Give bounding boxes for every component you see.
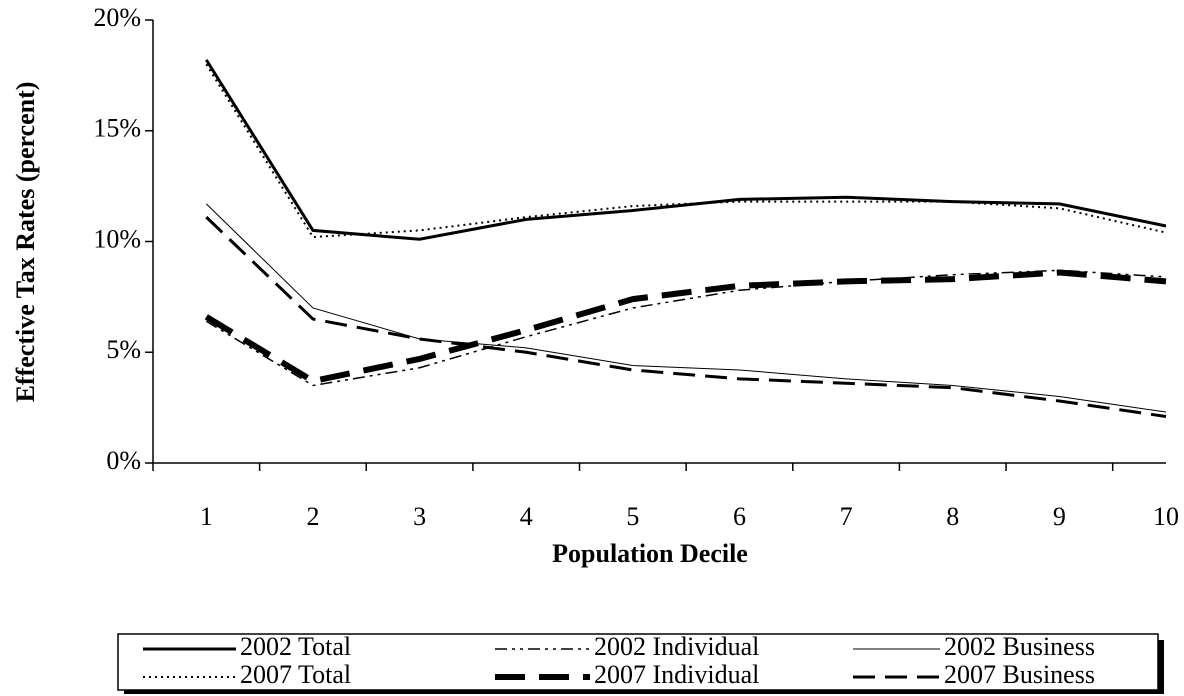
series-line <box>205 216 1167 418</box>
legend-label: 2002 Individual <box>594 632 759 661</box>
x-axis-label: Population Decile <box>552 539 748 568</box>
x-tick-label: 4 <box>520 502 533 531</box>
y-tick-label: 20% <box>93 3 141 32</box>
x-tick-label: 7 <box>840 502 853 531</box>
series-line <box>205 269 1167 387</box>
legend-label: 2002 Total <box>240 632 351 661</box>
x-tick-label: 8 <box>946 502 959 531</box>
y-tick-label: 0% <box>106 446 141 475</box>
x-tick-label: 5 <box>626 502 639 531</box>
y-tick-label: 5% <box>106 335 141 364</box>
y-tick-label: 15% <box>93 114 141 143</box>
legend-label: 2007 Business <box>944 660 1095 689</box>
legend-label: 2007 Individual <box>594 660 759 689</box>
x-tick-label: 6 <box>733 502 746 531</box>
y-tick-label: 10% <box>93 224 141 253</box>
legend-box <box>117 633 1159 691</box>
x-tick-label: 2 <box>306 502 319 531</box>
x-tick-label: 3 <box>413 502 426 531</box>
series-line <box>205 203 1167 413</box>
legend-label: 2007 Total <box>240 660 351 689</box>
legend-label: 2002 Business <box>944 632 1095 661</box>
x-tick-label: 9 <box>1053 502 1066 531</box>
y-axis-label: Effective Tax Rates (percent) <box>11 82 40 403</box>
series-line <box>205 63 1167 239</box>
x-tick-label: 1 <box>200 502 213 531</box>
series-line <box>205 59 1167 241</box>
x-tick-label: 10 <box>1153 502 1179 531</box>
series-line <box>204 269 1167 385</box>
